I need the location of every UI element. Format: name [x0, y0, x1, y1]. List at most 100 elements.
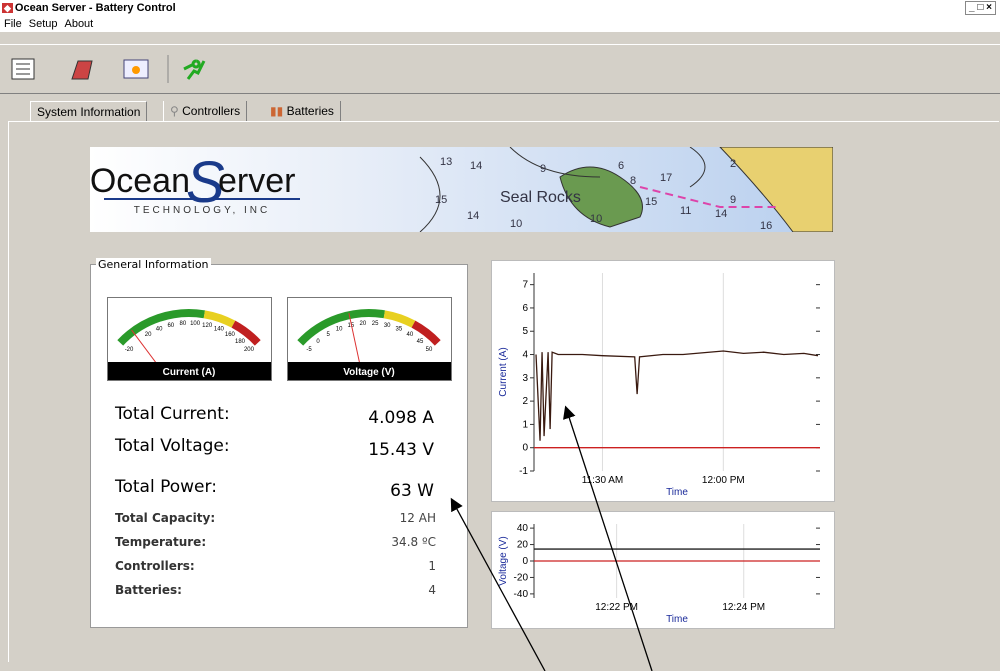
- info-label: Total Voltage:: [115, 436, 230, 456]
- map-label: 8: [630, 175, 636, 187]
- gauge-tick-label: 40: [156, 327, 163, 333]
- menu-bar: File Setup About: [0, 16, 1000, 32]
- x-axis-label: Time: [666, 614, 688, 625]
- app-window: ◆Ocean Server - Battery Control _ □ × Fi…: [0, 0, 1000, 671]
- y-tick-label: 40: [517, 523, 529, 534]
- info-value: 34.8 ºC: [316, 535, 436, 549]
- info-label: Total Power:: [115, 477, 217, 497]
- gauge-tick-label: 60: [167, 323, 174, 329]
- x-axis-label: Time: [666, 487, 688, 498]
- chart: 11:30 AM12:00 PM-101234567TimeCurrent (A…: [492, 261, 834, 501]
- map-label: 16: [760, 220, 772, 232]
- gauge: -2020406080100120140160180200Current (A): [107, 297, 272, 381]
- gauge-tick-label: 35: [396, 327, 403, 333]
- y-axis-label: Voltage (V): [498, 536, 509, 585]
- menu-item[interactable]: File: [4, 18, 22, 30]
- map-label: 17: [660, 172, 672, 184]
- toolbar: [0, 44, 1000, 94]
- map-label: 13: [440, 156, 452, 168]
- map-label: 14: [470, 160, 482, 172]
- series-line: [536, 351, 818, 441]
- tab-label: Batteries: [287, 104, 334, 118]
- tab[interactable]: ⚲ Controllers: [163, 101, 247, 121]
- tab[interactable]: System Information: [30, 101, 147, 122]
- title-bar: ◆Ocean Server - Battery Control _ □ ×: [0, 0, 1000, 16]
- info-value: 12 AH: [316, 511, 436, 525]
- gauge-tick-label: 200: [244, 347, 255, 353]
- tab-icon: ⚲: [170, 104, 179, 118]
- x-tick-label: 12:24 PM: [722, 602, 765, 613]
- x-tick-label: 12:22 PM: [595, 602, 638, 613]
- gauge-tick-label: 140: [214, 327, 225, 333]
- gauge-tick-label: 20: [145, 332, 152, 338]
- gauge-label: Current (A): [163, 367, 216, 378]
- gauge-tick-label: 20: [360, 321, 367, 327]
- tab[interactable]: ▮▮ Batteries: [264, 101, 341, 121]
- gauge-tick-label: 160: [225, 332, 236, 338]
- app-icon: ◆: [2, 3, 13, 13]
- info-value: 63 W: [314, 481, 434, 501]
- gauge-tick-label: 25: [372, 321, 379, 327]
- map-label: 6: [618, 160, 624, 172]
- y-tick-label: -1: [519, 466, 528, 477]
- voltage-chart: 12:22 PM 12:24 PM -40 -20 0 20 40 Time Voltage (…: [491, 511, 835, 629]
- y-tick-label: 0: [522, 443, 528, 454]
- group-title: General Information: [96, 258, 211, 271]
- info-value: 4: [316, 583, 436, 597]
- gauge-tick-label: 40: [407, 332, 414, 338]
- y-tick-label: -40: [514, 589, 529, 600]
- chart: 12:22 PM 12:24 PM -40 -20 0 20 40 Time Voltage (…: [492, 512, 834, 628]
- map-label: 2: [730, 158, 736, 170]
- info-label: Controllers:: [115, 559, 195, 573]
- gauge-tick-label: 50: [426, 347, 433, 353]
- gauge-tick-label: 0: [316, 339, 320, 345]
- y-tick-label: 4: [522, 350, 528, 361]
- info-label: Temperature:: [115, 535, 206, 549]
- map-label: 11: [680, 205, 691, 217]
- y-tick-label: 7: [522, 280, 528, 291]
- gauge-tick-label: -5: [306, 347, 312, 353]
- current-chart: 11:30 AM12:00 PM-101234567TimeCurrent (A…: [491, 260, 835, 502]
- logo-tagline: TECHNOLOGY, INC: [134, 205, 271, 216]
- y-tick-label: 20: [517, 540, 529, 551]
- logo-server: erver: [218, 162, 295, 200]
- gauge-tick-label: 30: [384, 323, 391, 329]
- menu-item[interactable]: Setup: [29, 18, 58, 30]
- info-value: 15.43 V: [314, 440, 434, 460]
- map-label: 14: [467, 210, 479, 222]
- map-label: 9: [540, 163, 546, 175]
- gauge-tick-label: 80: [180, 321, 187, 327]
- map-label: 15: [645, 196, 657, 208]
- x-tick-label: 12:00 PM: [702, 475, 745, 486]
- info-value: 4.098 A: [314, 408, 434, 428]
- run-icon[interactable]: [184, 61, 204, 79]
- y-tick-label: 0: [522, 556, 528, 567]
- info-label: Batteries:: [115, 583, 182, 597]
- map-label: 10: [510, 218, 522, 230]
- gauge-tick-label: 45: [417, 339, 424, 345]
- window-title: Ocean Server - Battery Control: [15, 2, 176, 14]
- y-tick-label: 6: [522, 303, 528, 314]
- tab-label: Controllers: [182, 104, 240, 118]
- map-label: 10: [590, 213, 602, 225]
- x-tick-label: 11:30 AM: [582, 475, 624, 486]
- window-icon-dot: [132, 66, 140, 74]
- gauge-label: Voltage (V): [343, 367, 394, 378]
- window-buttons[interactable]: _ □ ×: [965, 1, 996, 15]
- gauge-tick-label: 100: [190, 321, 201, 327]
- toolbar-icons: [0, 45, 230, 93]
- menu-item[interactable]: About: [64, 18, 93, 30]
- y-tick-label: 1: [522, 419, 528, 430]
- y-tick-label: 5: [522, 326, 528, 337]
- map-label: 15: [435, 194, 447, 206]
- y-tick-label: -20: [514, 572, 529, 583]
- map-label: 9: [730, 194, 736, 206]
- battery-icon[interactable]: [72, 61, 92, 79]
- y-axis-label: Current (A): [498, 347, 509, 396]
- gauge-tick-label: 180: [235, 339, 246, 345]
- info-value: 1: [316, 559, 436, 573]
